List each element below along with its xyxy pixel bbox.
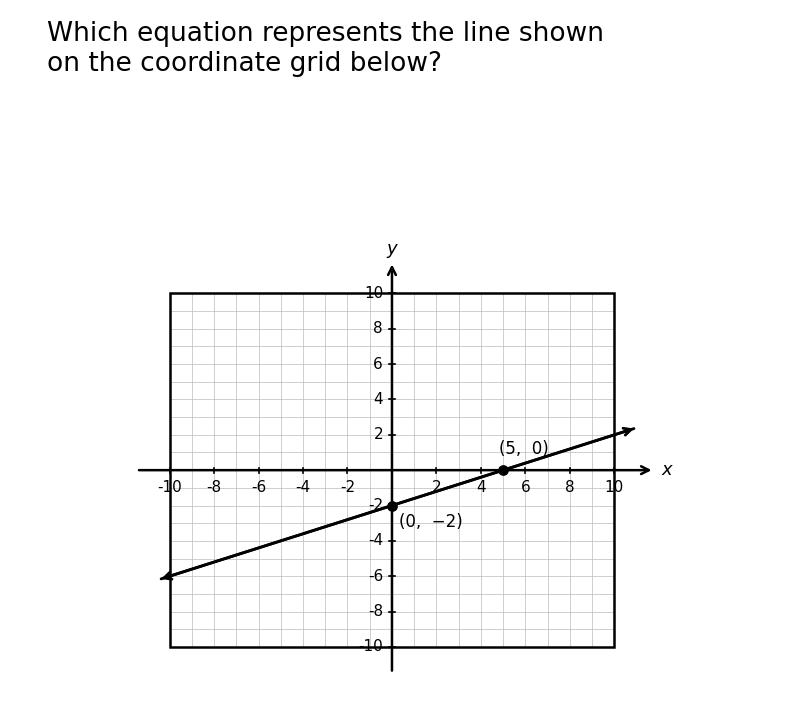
- Text: -4: -4: [295, 480, 311, 495]
- Text: -4: -4: [368, 533, 383, 549]
- Text: y: y: [387, 240, 397, 258]
- Text: 10: 10: [604, 480, 624, 495]
- Text: 8: 8: [374, 321, 383, 337]
- Text: -8: -8: [368, 604, 383, 619]
- Text: -8: -8: [206, 480, 221, 495]
- Point: [385, 500, 398, 511]
- Text: 2: 2: [374, 427, 383, 443]
- Text: (0,  −2): (0, −2): [399, 513, 462, 530]
- Text: 6: 6: [374, 356, 383, 372]
- Text: -2: -2: [368, 498, 383, 513]
- Text: 4: 4: [374, 392, 383, 407]
- Bar: [170, 293, 615, 647]
- Text: 6: 6: [520, 480, 531, 495]
- Text: -10: -10: [157, 480, 182, 495]
- Text: 8: 8: [565, 480, 575, 495]
- Text: -10: -10: [358, 639, 383, 655]
- Text: 2: 2: [432, 480, 441, 495]
- Text: x: x: [661, 461, 672, 479]
- Text: Which equation represents the line shown
on the coordinate grid below?: Which equation represents the line shown…: [47, 21, 604, 77]
- Text: -6: -6: [251, 480, 266, 495]
- Point: [497, 464, 509, 476]
- Text: -6: -6: [368, 568, 383, 584]
- Text: -2: -2: [340, 480, 355, 495]
- Text: (5,  0): (5, 0): [498, 440, 549, 458]
- Text: 4: 4: [476, 480, 486, 495]
- Text: 10: 10: [363, 286, 383, 301]
